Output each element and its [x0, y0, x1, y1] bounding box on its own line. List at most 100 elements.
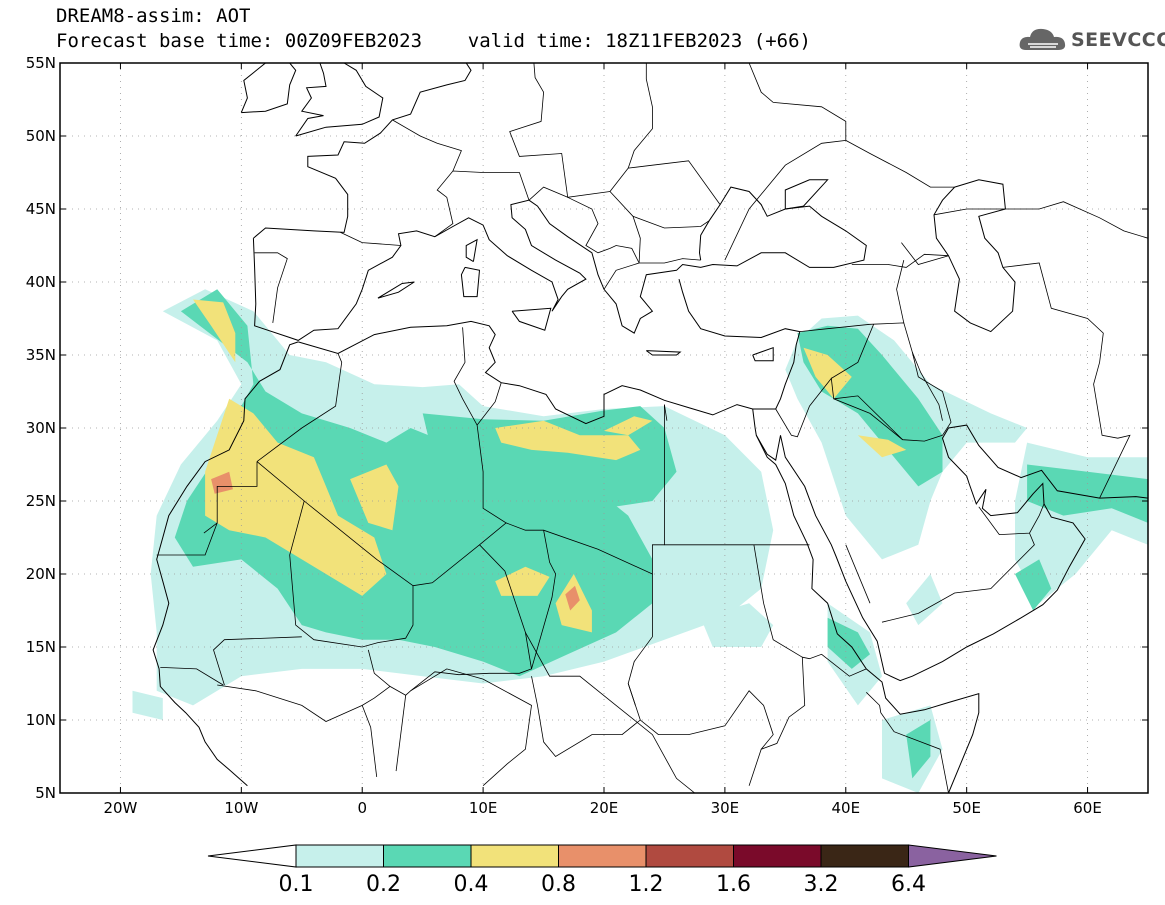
- aot-level-3-region: [495, 566, 550, 596]
- lat-tick-label: 45N: [26, 200, 56, 218]
- coastline: [752, 346, 774, 362]
- country-border: [525, 632, 695, 793]
- longitude-axis: 20W 10W 0 10E 20E 30E 40E 50E 60E: [103, 63, 1102, 817]
- lat-tick-label: 35N: [26, 346, 56, 364]
- country-border: [509, 63, 611, 198]
- aot-shading: [132, 289, 1148, 793]
- country-border: [881, 532, 1035, 623]
- latitude-axis: 55N 50N 45N 40N 35N 30N 25N 20N 15N 10N 5N: [26, 54, 1148, 802]
- coastline: [460, 266, 481, 298]
- aot-level-1-region: [906, 574, 943, 626]
- aot-level-2-region: [1015, 559, 1052, 611]
- coastlines-borders: [152, 63, 1148, 793]
- lat-tick-label: 15N: [26, 638, 56, 656]
- colorbar-swatch: [645, 844, 734, 868]
- coastline: [465, 238, 478, 263]
- country-border: [217, 684, 391, 722]
- lat-tick-label: 40N: [26, 273, 56, 291]
- lat-tick-label: 25N: [26, 492, 56, 510]
- country-border: [664, 404, 668, 421]
- colorbar: 0.1 0.2 0.4 0.8 1.2 1.6 3.2 6.4: [207, 844, 997, 897]
- lat-tick-label: 50N: [26, 127, 56, 145]
- country-border: [748, 544, 806, 786]
- coastline: [295, 63, 327, 137]
- aot-level-4-region: [211, 471, 233, 494]
- country-border: [434, 170, 530, 238]
- coastline: [240, 63, 297, 114]
- coastline: [755, 435, 781, 461]
- country-border: [412, 327, 507, 587]
- aot-level-2-region: [827, 617, 870, 669]
- map-title: DREAM8-assim: AOT: [56, 5, 251, 27]
- country-border: [476, 382, 502, 426]
- aot-level-4-region: [565, 585, 580, 611]
- country-border: [896, 260, 905, 323]
- lon-tick-label: 10E: [469, 799, 498, 817]
- coastline: [646, 350, 682, 356]
- aot-level-1-region: [132, 690, 163, 720]
- lon-tick-label: 20W: [103, 799, 137, 817]
- coastline: [511, 307, 552, 331]
- country-border: [213, 636, 302, 686]
- country-border: [933, 201, 1148, 239]
- aot-level-3-region: [193, 299, 236, 363]
- colorbar-label: 0.1: [279, 872, 314, 897]
- country-border: [160, 667, 224, 686]
- coastline: [377, 281, 415, 299]
- country-border: [632, 215, 710, 264]
- aot-level-2-region: [422, 406, 677, 516]
- country-border: [845, 140, 955, 188]
- country-border: [831, 324, 874, 379]
- colorbar-label: 3.2: [804, 872, 839, 897]
- lon-tick-label: 40E: [831, 799, 860, 817]
- aot-level-3-region: [857, 435, 907, 458]
- lon-tick-label: 50E: [952, 799, 981, 817]
- logo-text: SEEVCCC: [1071, 29, 1165, 51]
- country-border: [775, 377, 943, 442]
- lat-tick-label: 30N: [26, 419, 56, 437]
- country-border: [156, 461, 258, 556]
- colorbar-label: 0.4: [454, 872, 489, 897]
- country-border: [254, 252, 288, 323]
- coastline: [252, 186, 867, 341]
- colorbar-label: 1.6: [716, 872, 751, 897]
- lon-tick-label: 20E: [590, 799, 619, 817]
- aot-level-3-region: [803, 347, 852, 399]
- country-border: [911, 352, 952, 436]
- country-border: [203, 522, 218, 534]
- country-border: [851, 253, 949, 268]
- lat-tick-label: 20N: [26, 565, 56, 583]
- country-border: [567, 196, 640, 264]
- country-border: [392, 119, 462, 172]
- colorbar-label: 6.4: [891, 872, 926, 897]
- coastline: [784, 179, 829, 210]
- country-border: [833, 395, 903, 440]
- country-border: [410, 668, 532, 786]
- country-border: [802, 653, 867, 677]
- country-border: [724, 63, 847, 261]
- lon-tick-label: 60E: [1073, 799, 1102, 817]
- colorbar-label: 0.2: [366, 872, 401, 897]
- country-border: [361, 705, 378, 777]
- colorbar-swatch: [558, 844, 647, 868]
- country-border: [845, 544, 871, 604]
- country-border: [256, 353, 343, 462]
- country-border: [531, 530, 557, 670]
- country-border: [528, 186, 568, 201]
- map-subtitle: Forecast base time: 00Z09FEB2023 valid t…: [56, 30, 811, 52]
- aot-level-3-region: [495, 420, 641, 461]
- country-border: [531, 676, 641, 758]
- country-border: [505, 404, 665, 575]
- aot-level-3-region: [604, 416, 653, 436]
- seevccc-logo: SEEVCCC: [1018, 26, 1165, 54]
- coastline: [295, 63, 384, 137]
- country-border: [627, 683, 774, 750]
- lon-tick-label: 30E: [711, 799, 740, 817]
- colorbar-swatch: [733, 844, 822, 868]
- country-border: [603, 258, 701, 290]
- coastline: [253, 63, 472, 239]
- lon-tick-label: 0: [357, 799, 367, 817]
- aot-level-3-region: [205, 398, 387, 596]
- country-border: [978, 503, 1045, 536]
